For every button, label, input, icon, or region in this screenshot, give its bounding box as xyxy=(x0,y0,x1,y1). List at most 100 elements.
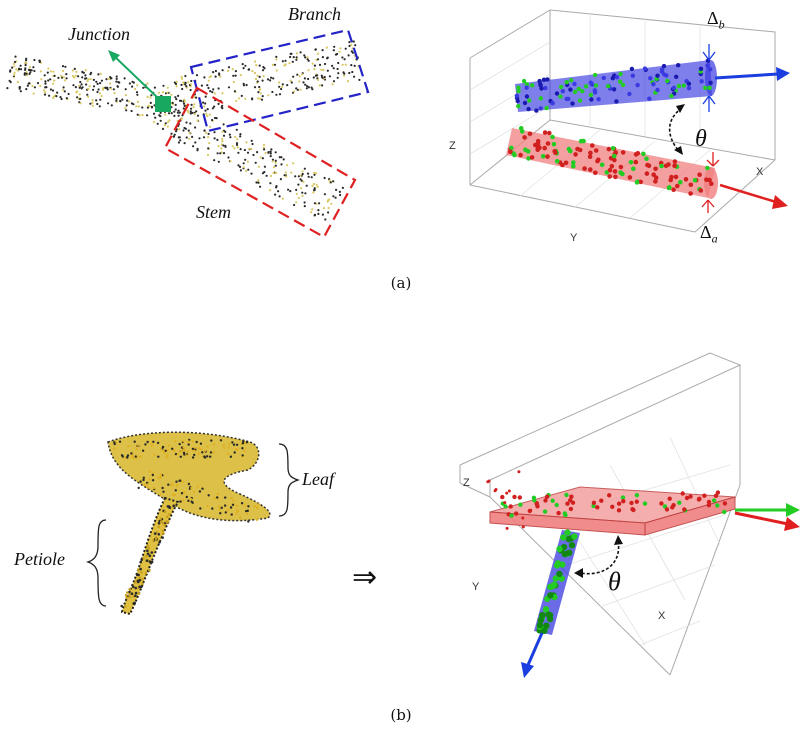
scatter-point xyxy=(347,54,350,57)
scatter-point xyxy=(130,109,133,113)
scatter-point xyxy=(676,83,682,89)
scatter-point xyxy=(181,499,184,502)
scatter-point xyxy=(242,84,246,87)
scatter-point xyxy=(642,501,648,506)
scatter-point xyxy=(97,73,100,76)
scatter-point xyxy=(165,455,168,458)
scatter-point xyxy=(150,106,153,109)
scatter-point xyxy=(165,520,168,523)
scatter-point xyxy=(106,86,109,89)
scatter-point xyxy=(313,64,316,67)
scatter-point xyxy=(321,56,324,59)
scatter-point xyxy=(588,92,594,98)
junction-arrow xyxy=(112,54,161,101)
scatter-point xyxy=(135,91,139,94)
scatter-point xyxy=(161,536,164,539)
scatter-point xyxy=(267,151,270,154)
scatter-point xyxy=(678,179,683,185)
scatter-point xyxy=(76,96,79,99)
scatter-point xyxy=(146,114,149,117)
scatter-point xyxy=(209,451,213,454)
scatter-point xyxy=(262,143,266,146)
scatter-point xyxy=(146,552,150,556)
scatter-point xyxy=(86,93,89,96)
scatter-point xyxy=(522,100,528,106)
scatter-point xyxy=(81,86,84,89)
scatter-point xyxy=(191,456,195,459)
scatter-point xyxy=(223,504,227,507)
scatter-point xyxy=(195,440,198,444)
scatter-point xyxy=(194,126,197,129)
scatter-point xyxy=(269,155,272,158)
scatter-point xyxy=(323,75,326,79)
scatter-point xyxy=(217,145,220,148)
scatter-point xyxy=(199,507,202,510)
scatter-point xyxy=(541,627,548,634)
scatter-point xyxy=(287,188,290,191)
scatter-point xyxy=(147,104,150,107)
scatter-point xyxy=(668,177,673,183)
scatter-point xyxy=(220,143,223,146)
scatter-point xyxy=(61,76,64,79)
scatter-point xyxy=(353,64,356,67)
scatter-point xyxy=(341,56,344,59)
scatter-point xyxy=(170,112,173,115)
leaf-point-cloud-svg xyxy=(85,431,301,616)
scatter-point xyxy=(541,77,547,83)
scatter-point xyxy=(220,506,223,509)
scatter-point xyxy=(307,77,310,81)
scatter-point xyxy=(176,452,180,456)
scatter-point xyxy=(125,596,129,599)
scatter-point xyxy=(611,153,617,159)
scatter-point xyxy=(609,163,615,169)
scatter-point xyxy=(272,77,275,80)
scatter-point xyxy=(159,474,162,477)
scatter-point xyxy=(245,169,248,172)
scatter-point xyxy=(257,97,260,100)
scatter-point xyxy=(18,87,21,90)
scatter-point xyxy=(596,97,601,102)
scatter-point xyxy=(213,137,216,140)
scatter-point xyxy=(252,153,255,157)
scatter-point xyxy=(152,440,155,443)
scatter-point xyxy=(190,486,193,490)
scatter-point xyxy=(606,146,612,152)
scatter-point xyxy=(259,156,262,159)
scatter-point xyxy=(655,73,660,78)
scatter-point xyxy=(708,67,713,72)
scatter-point xyxy=(163,124,166,127)
scatter-point xyxy=(32,66,35,69)
scatter-point xyxy=(257,503,260,506)
scatter-point xyxy=(191,135,194,138)
scatter-point xyxy=(62,88,65,91)
scatter-point xyxy=(28,82,31,85)
scatter-point xyxy=(146,106,149,109)
scatter-point xyxy=(155,530,159,534)
scatter-point xyxy=(254,77,258,80)
scatter-point xyxy=(28,66,32,69)
scatter-point xyxy=(703,85,708,91)
scatter-point xyxy=(166,91,169,94)
scatter-point xyxy=(246,151,250,154)
scatter-point xyxy=(187,440,190,443)
scatter-point xyxy=(141,114,144,117)
scatter-point xyxy=(295,52,298,55)
scatter-point xyxy=(665,78,670,84)
scatter-point xyxy=(290,81,293,84)
leaf-points xyxy=(113,438,260,608)
scatter-point xyxy=(148,554,152,558)
scatter-point xyxy=(166,453,169,456)
scatter-point xyxy=(316,78,320,81)
scatter-point xyxy=(175,484,179,487)
scatter-point xyxy=(207,79,210,82)
scatter-point xyxy=(153,86,156,89)
scatter-point xyxy=(529,508,533,512)
scatter-point xyxy=(172,504,175,508)
scatter-point xyxy=(590,143,595,148)
scatter-point xyxy=(124,593,128,597)
scatter-point xyxy=(138,578,142,582)
scatter-point xyxy=(156,122,159,125)
scatter-point xyxy=(165,515,169,519)
scatter-point xyxy=(351,70,354,74)
scatter-point xyxy=(147,483,150,486)
